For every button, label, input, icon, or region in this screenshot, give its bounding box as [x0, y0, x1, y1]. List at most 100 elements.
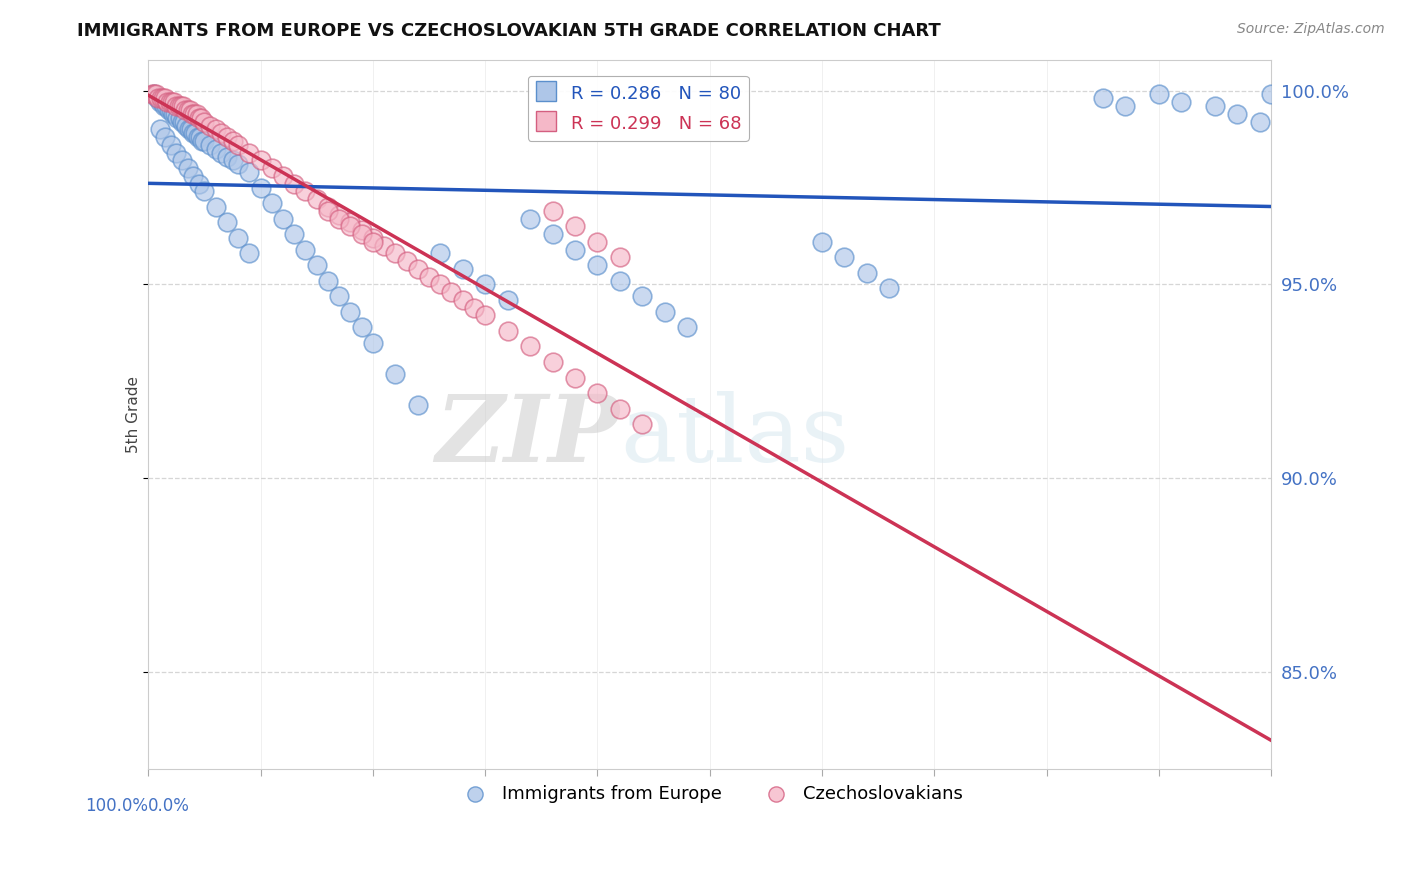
Point	[474, 309, 496, 323]
Point	[169, 111, 191, 125]
Point	[165, 99, 187, 113]
Point	[176, 119, 198, 133]
Point	[283, 177, 305, 191]
Point	[294, 243, 316, 257]
Point	[204, 142, 226, 156]
Text: IMMIGRANTS FROM EUROPE VS CZECHOSLOVAKIAN 5TH GRADE CORRELATION CHART: IMMIGRANTS FROM EUROPE VS CZECHOSLOVAKIA…	[77, 22, 941, 40]
Point	[463, 301, 485, 315]
Point	[1249, 114, 1271, 128]
Point	[170, 153, 193, 168]
Point	[361, 231, 384, 245]
Point	[187, 130, 209, 145]
Point	[153, 91, 176, 105]
Y-axis label: 5th Grade: 5th Grade	[125, 376, 141, 453]
Point	[328, 211, 350, 226]
Point	[406, 398, 429, 412]
Point	[519, 211, 541, 226]
Point	[148, 95, 170, 110]
Point	[496, 324, 519, 338]
Point	[260, 161, 283, 176]
Point	[328, 289, 350, 303]
Point	[221, 153, 243, 168]
Point	[226, 157, 249, 171]
Point	[160, 95, 183, 110]
Point	[564, 243, 586, 257]
Point	[879, 281, 901, 295]
Point	[395, 254, 418, 268]
Point	[834, 250, 856, 264]
Point	[176, 161, 198, 176]
Point	[586, 258, 609, 272]
Point	[811, 235, 834, 249]
Point	[193, 134, 215, 148]
Point	[145, 87, 167, 102]
Point	[204, 122, 226, 136]
Point	[155, 99, 177, 113]
Point	[167, 99, 190, 113]
Point	[165, 145, 187, 160]
Point	[191, 134, 214, 148]
Point	[1147, 87, 1170, 102]
Point	[451, 262, 474, 277]
Point	[429, 246, 451, 260]
Point	[856, 266, 879, 280]
Point	[564, 370, 586, 384]
Point	[328, 208, 350, 222]
Point	[142, 87, 165, 102]
Point	[373, 238, 395, 252]
Point	[174, 103, 197, 117]
Point	[316, 203, 339, 218]
Point	[215, 215, 238, 229]
Point	[305, 258, 328, 272]
Point	[1226, 107, 1249, 121]
Point	[141, 87, 163, 102]
Point	[586, 386, 609, 401]
Point	[294, 185, 316, 199]
Point	[1170, 95, 1192, 110]
Point	[350, 227, 373, 241]
Text: 0.0%: 0.0%	[148, 797, 190, 815]
Point	[631, 417, 654, 431]
Point	[654, 304, 676, 318]
Point	[283, 227, 305, 241]
Point	[166, 111, 188, 125]
Point	[176, 103, 198, 117]
Point	[339, 215, 361, 229]
Point	[676, 320, 699, 334]
Point	[159, 95, 181, 110]
Point	[181, 169, 204, 183]
Point	[148, 91, 170, 105]
Point	[181, 107, 204, 121]
Point	[260, 196, 283, 211]
Point	[541, 355, 564, 369]
Point	[316, 200, 339, 214]
Point	[418, 269, 440, 284]
Point	[249, 180, 271, 194]
Point	[186, 107, 208, 121]
Point	[440, 285, 463, 300]
Point	[187, 177, 209, 191]
Text: Source: ZipAtlas.com: Source: ZipAtlas.com	[1237, 22, 1385, 37]
Text: atlas: atlas	[620, 391, 849, 481]
Point	[142, 87, 165, 102]
Point	[564, 219, 586, 234]
Point	[153, 130, 176, 145]
Point	[541, 203, 564, 218]
Point	[631, 289, 654, 303]
Point	[179, 103, 201, 117]
Point	[586, 235, 609, 249]
Text: 100.0%: 100.0%	[86, 797, 148, 815]
Point	[153, 99, 176, 113]
Point	[184, 126, 207, 140]
Point	[165, 107, 187, 121]
Point	[271, 169, 294, 183]
Point	[609, 401, 631, 416]
Point	[209, 145, 232, 160]
Point	[249, 153, 271, 168]
Point	[361, 335, 384, 350]
Point	[159, 103, 181, 117]
Point	[159, 137, 181, 152]
Point	[226, 231, 249, 245]
Point	[316, 274, 339, 288]
Point	[148, 122, 170, 136]
